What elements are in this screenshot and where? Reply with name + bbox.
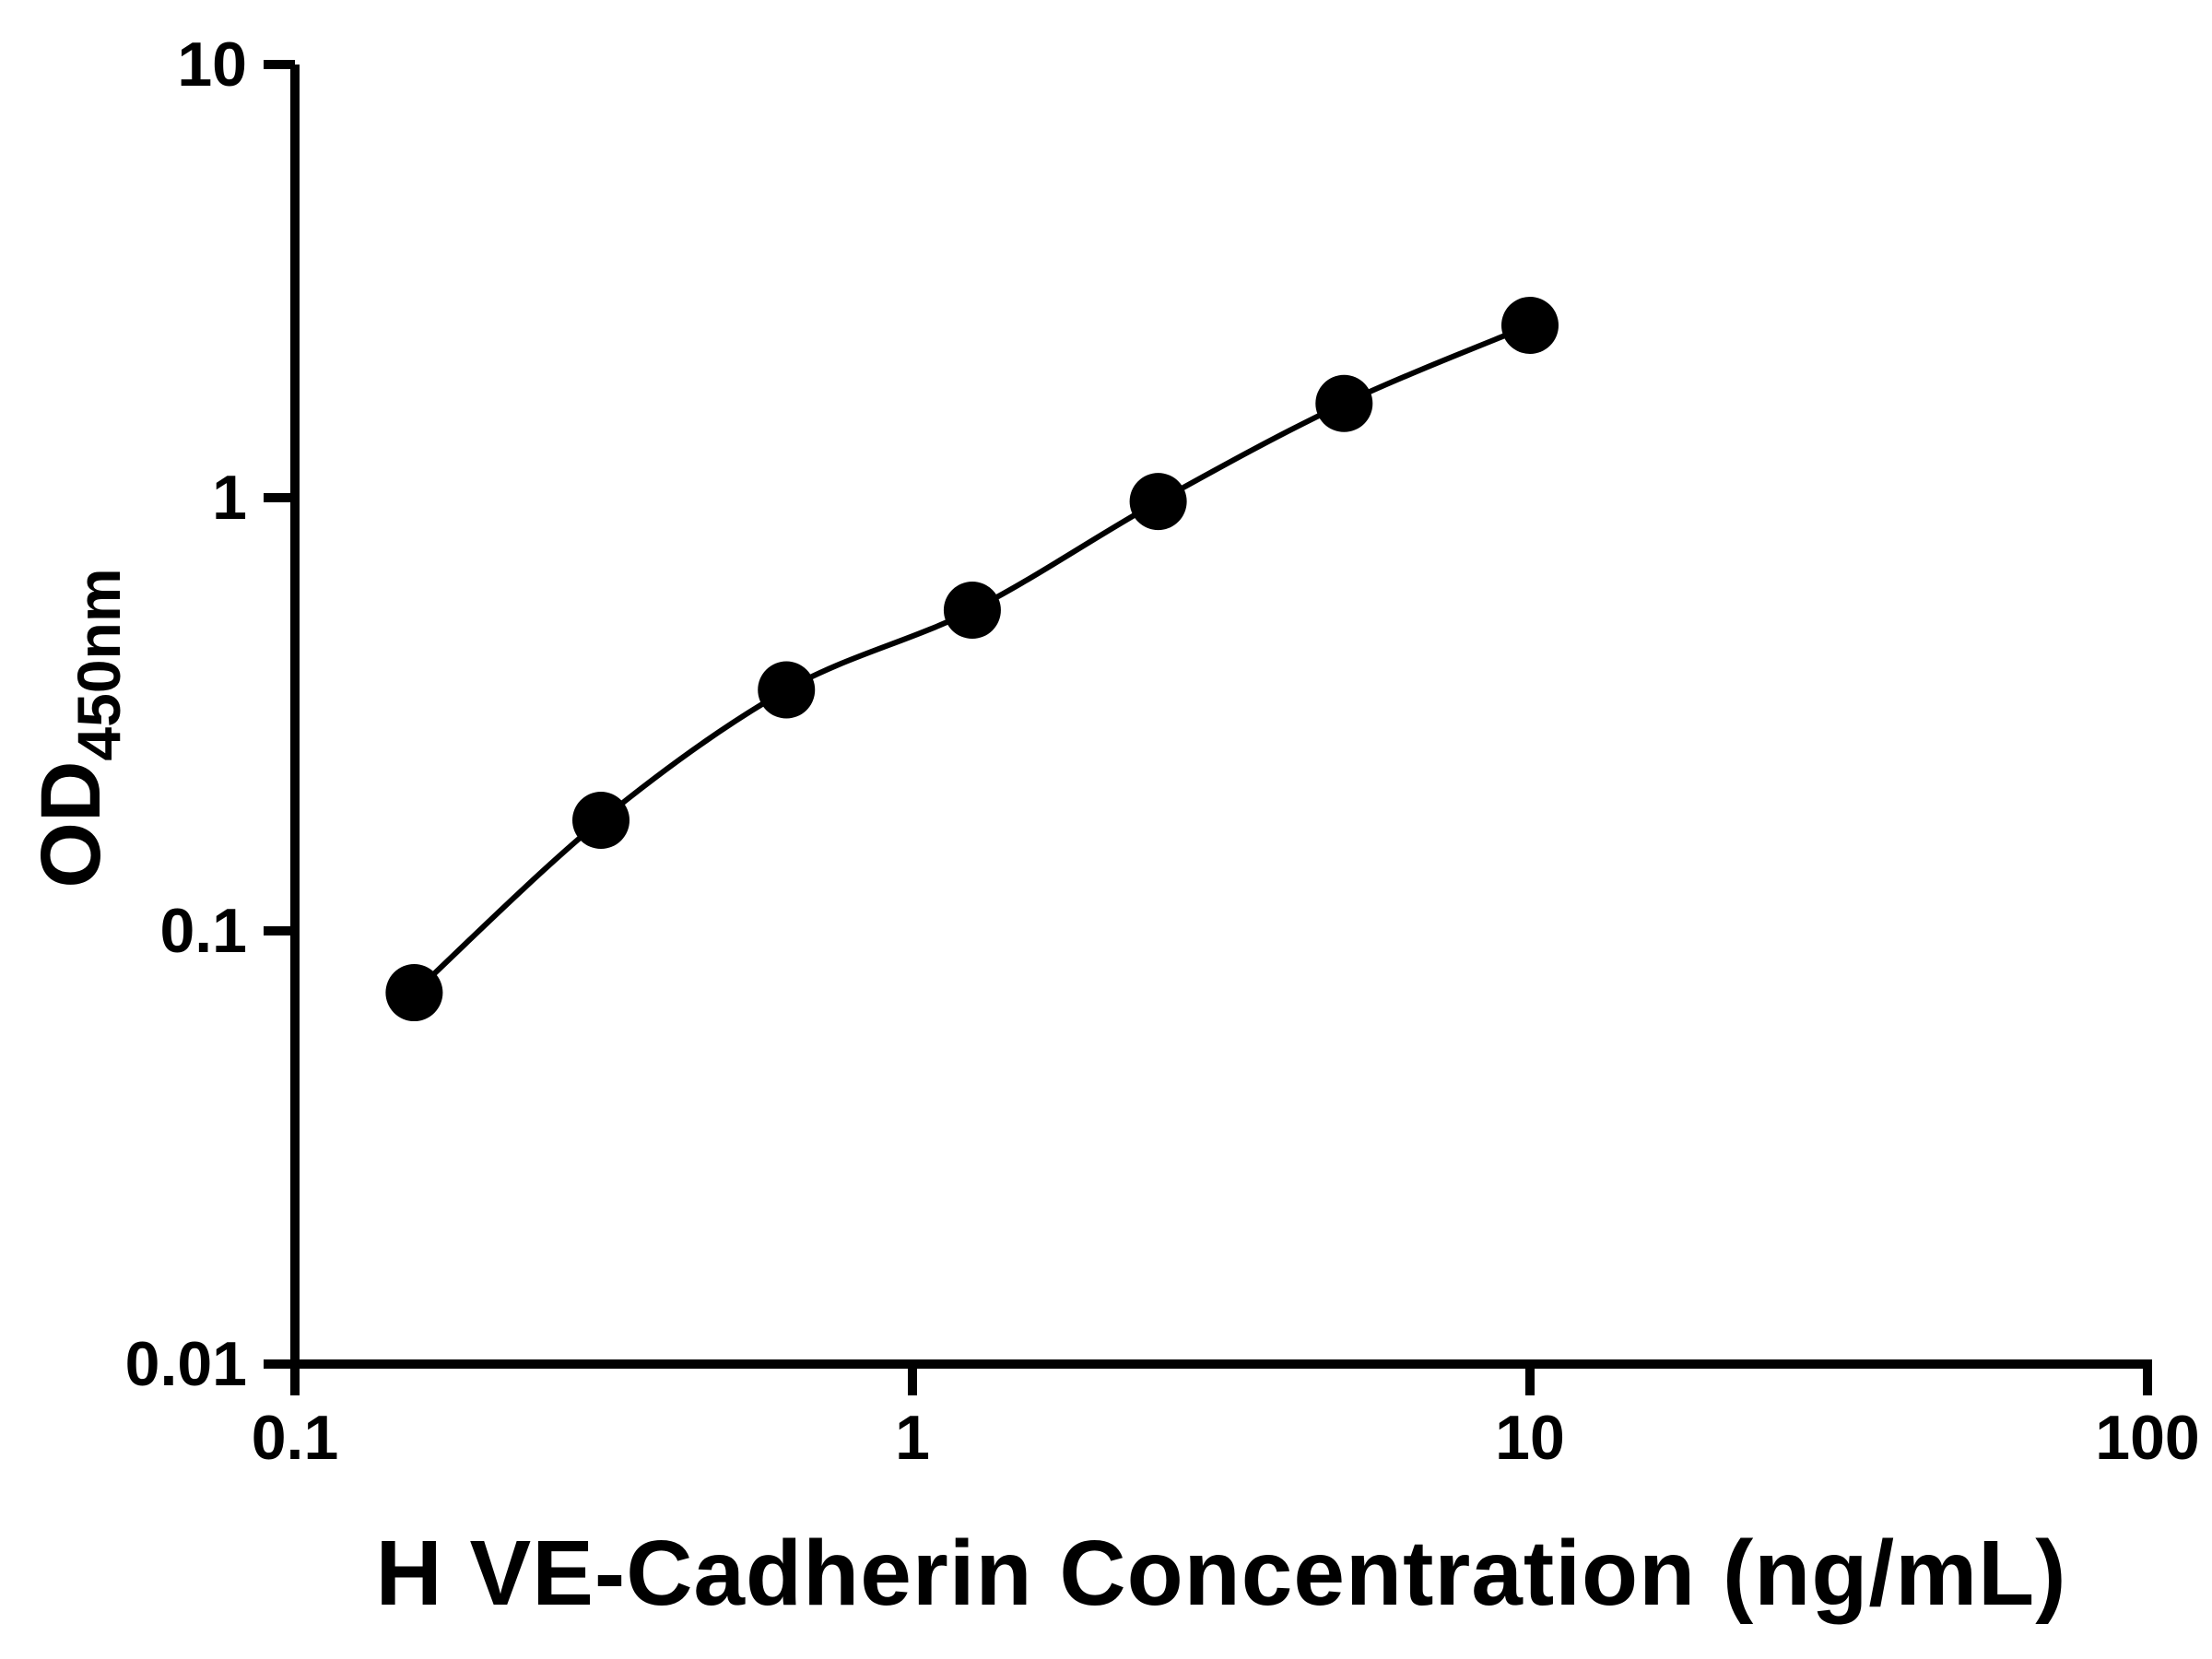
x-tick-label: 100 bbox=[2095, 1403, 2199, 1473]
x-tick-label: 10 bbox=[1495, 1403, 1565, 1473]
y-axis-title-sub: 450nm bbox=[65, 568, 133, 761]
y-tick-label: 10 bbox=[177, 29, 247, 100]
data-point-marker bbox=[1129, 473, 1187, 531]
y-tick-label: 0.1 bbox=[159, 896, 247, 966]
data-point-marker bbox=[1501, 296, 1559, 354]
y-tick-label: 0.01 bbox=[125, 1329, 247, 1399]
data-point-marker bbox=[1315, 374, 1373, 432]
data-point-marker bbox=[758, 661, 816, 719]
y-axis-title-main: OD bbox=[24, 760, 118, 888]
x-tick-label: 1 bbox=[895, 1403, 930, 1473]
y-tick-label: 1 bbox=[212, 463, 247, 533]
data-point-marker bbox=[572, 792, 630, 850]
data-point-marker bbox=[943, 582, 1001, 640]
x-tick-label: 0.1 bbox=[252, 1403, 339, 1473]
standard-curve-line bbox=[412, 323, 1532, 995]
y-axis-title: OD450nm bbox=[23, 568, 134, 888]
x-axis-title: H VE-Cadherin Concentration (ng/mL) bbox=[375, 1522, 2067, 1625]
data-point-marker bbox=[385, 964, 443, 1022]
